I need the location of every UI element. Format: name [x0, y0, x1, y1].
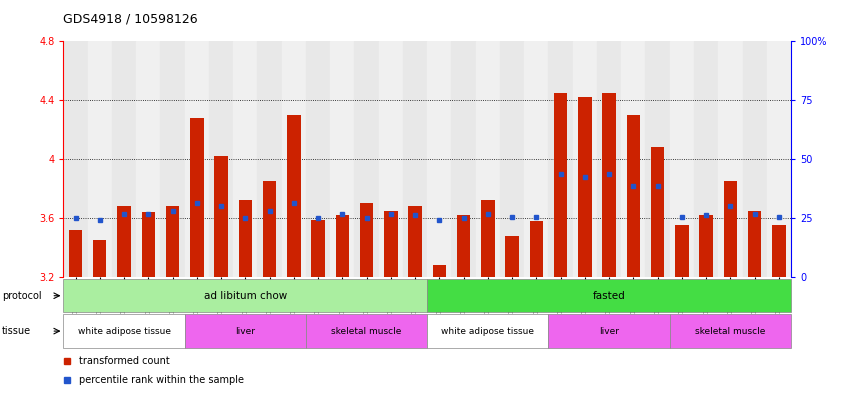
- Bar: [93, 240, 107, 277]
- Bar: [112, 41, 136, 277]
- Bar: [118, 206, 131, 277]
- Text: skeletal muscle: skeletal muscle: [332, 327, 402, 336]
- Bar: [409, 206, 422, 277]
- Text: ad libitum chow: ad libitum chow: [204, 291, 287, 301]
- Bar: [427, 41, 452, 277]
- Bar: [766, 41, 791, 277]
- Bar: [384, 211, 398, 277]
- Text: protocol: protocol: [2, 291, 41, 301]
- Bar: [306, 41, 330, 277]
- Bar: [670, 41, 694, 277]
- Bar: [627, 115, 640, 277]
- Bar: [63, 41, 88, 277]
- Bar: [136, 41, 161, 277]
- Bar: [69, 230, 82, 277]
- Bar: [306, 314, 427, 348]
- Bar: [354, 41, 379, 277]
- Bar: [282, 41, 306, 277]
- Bar: [184, 314, 306, 348]
- Bar: [481, 200, 495, 277]
- Bar: [525, 41, 548, 277]
- Bar: [505, 236, 519, 277]
- Text: tissue: tissue: [2, 326, 30, 336]
- Text: liver: liver: [599, 327, 619, 336]
- Bar: [700, 215, 713, 277]
- Bar: [63, 314, 184, 348]
- Text: GDS4918 / 10598126: GDS4918 / 10598126: [63, 13, 198, 26]
- Bar: [360, 204, 373, 277]
- Bar: [748, 211, 761, 277]
- Bar: [670, 314, 791, 348]
- Bar: [330, 41, 354, 277]
- Bar: [694, 41, 718, 277]
- Text: white adipose tissue: white adipose tissue: [442, 327, 535, 336]
- Bar: [675, 226, 689, 277]
- Bar: [336, 215, 349, 277]
- Bar: [743, 41, 766, 277]
- Bar: [379, 41, 403, 277]
- Bar: [287, 115, 300, 277]
- Bar: [548, 314, 670, 348]
- Bar: [161, 41, 184, 277]
- Bar: [475, 41, 500, 277]
- Bar: [602, 93, 616, 277]
- Bar: [651, 147, 664, 277]
- Bar: [452, 41, 475, 277]
- Bar: [457, 215, 470, 277]
- Bar: [233, 41, 257, 277]
- Text: transformed count: transformed count: [80, 356, 170, 365]
- Bar: [214, 156, 228, 277]
- Bar: [239, 200, 252, 277]
- Bar: [263, 181, 277, 277]
- Bar: [621, 41, 645, 277]
- Bar: [427, 279, 791, 312]
- Text: white adipose tissue: white adipose tissue: [78, 327, 171, 336]
- Bar: [427, 314, 548, 348]
- Bar: [311, 220, 325, 277]
- Bar: [190, 118, 204, 277]
- Bar: [548, 41, 573, 277]
- Bar: [403, 41, 427, 277]
- Bar: [530, 221, 543, 277]
- Bar: [645, 41, 670, 277]
- Bar: [597, 41, 621, 277]
- Bar: [184, 41, 209, 277]
- Text: percentile rank within the sample: percentile rank within the sample: [80, 375, 244, 385]
- Text: fasted: fasted: [593, 291, 625, 301]
- Bar: [141, 212, 155, 277]
- Bar: [718, 41, 743, 277]
- Bar: [166, 206, 179, 277]
- Bar: [500, 41, 525, 277]
- Bar: [554, 93, 568, 277]
- Bar: [209, 41, 233, 277]
- Text: liver: liver: [235, 327, 255, 336]
- Text: skeletal muscle: skeletal muscle: [695, 327, 766, 336]
- Bar: [63, 279, 427, 312]
- Bar: [573, 41, 597, 277]
- Bar: [257, 41, 282, 277]
- Bar: [88, 41, 112, 277]
- Bar: [432, 265, 446, 277]
- Bar: [578, 97, 591, 277]
- Bar: [772, 226, 786, 277]
- Bar: [723, 181, 737, 277]
